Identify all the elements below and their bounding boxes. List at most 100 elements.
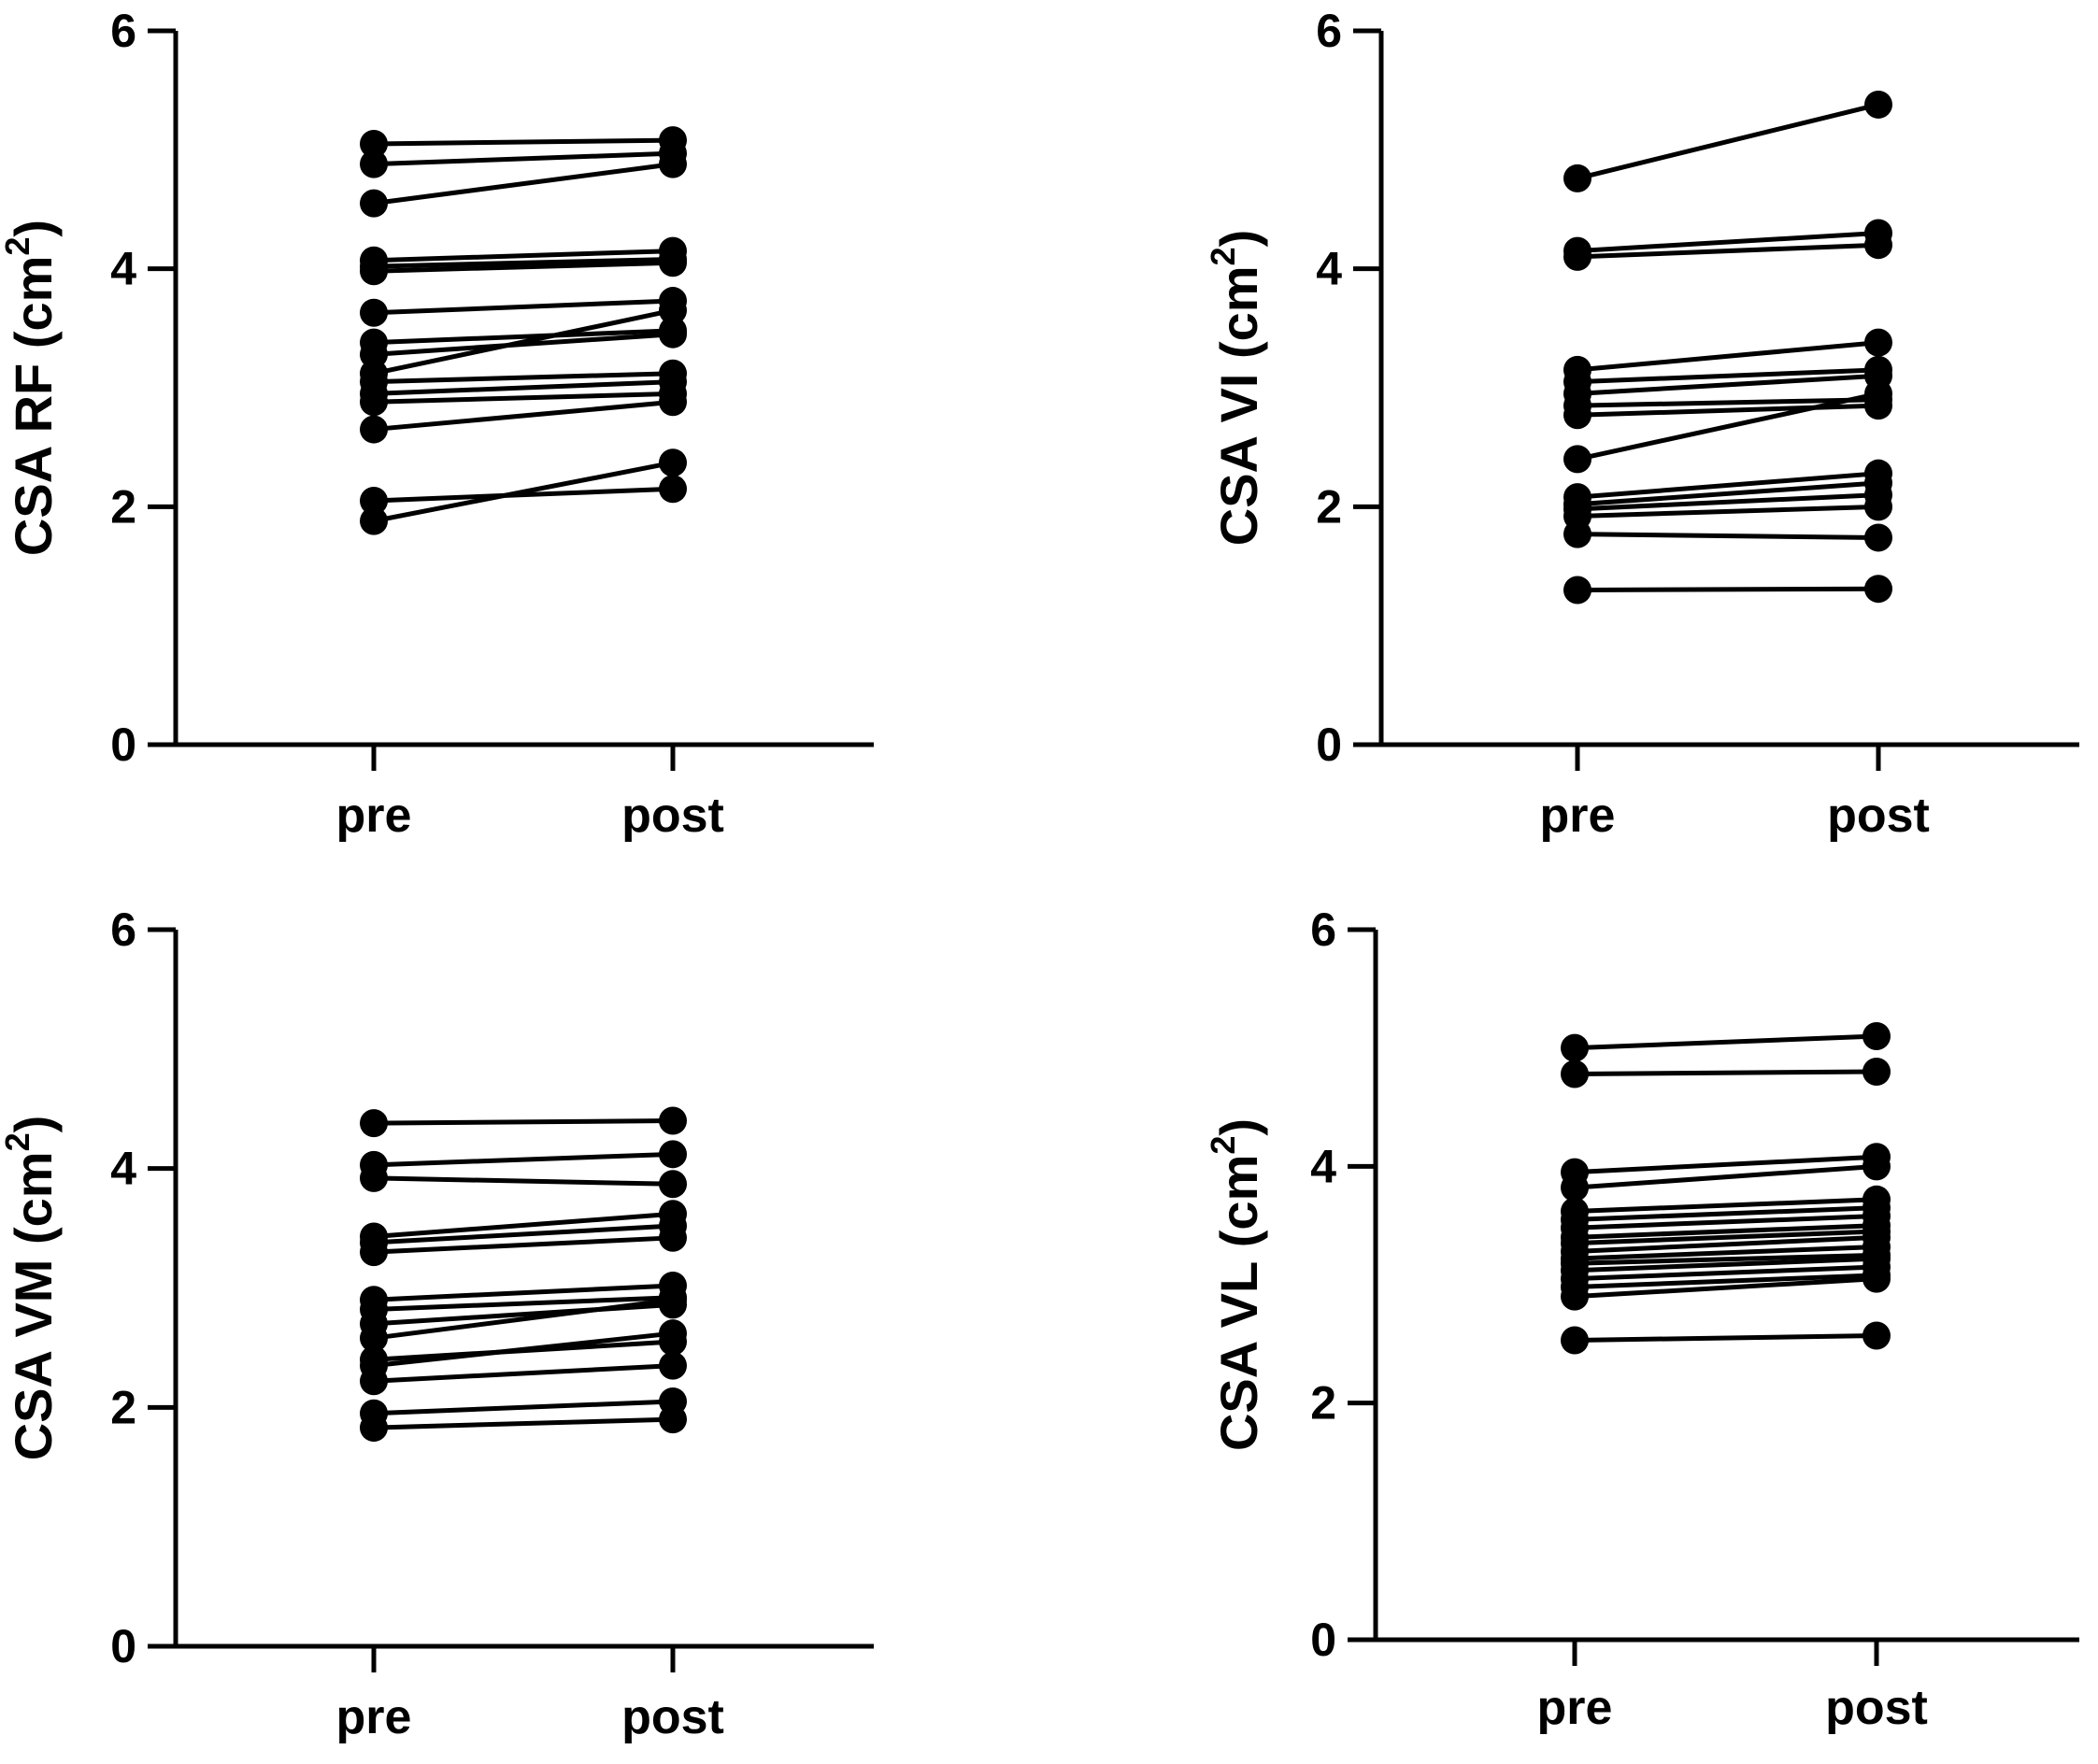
data-point-pre xyxy=(360,388,388,417)
data-point-post xyxy=(1863,1264,1891,1293)
series-line xyxy=(1574,1197,1877,1214)
series-line xyxy=(373,256,674,269)
series-line xyxy=(1577,586,1879,592)
series-line xyxy=(1574,1163,1877,1190)
x-category-label-pre: pre xyxy=(336,1690,412,1744)
data-point-post xyxy=(1864,231,1892,260)
x-category-label-pre: pre xyxy=(336,789,412,843)
series-line xyxy=(1574,1276,1877,1300)
y-tick-label: 2 xyxy=(110,1381,136,1433)
series-vi-1 xyxy=(1563,90,1892,192)
data-point-post xyxy=(659,388,687,417)
series-line xyxy=(1577,532,1879,540)
y-tick-label: 0 xyxy=(1310,1614,1336,1666)
series-line xyxy=(373,137,674,147)
x-category-label-pre: pre xyxy=(1540,789,1616,843)
series-rf-7 xyxy=(360,287,687,327)
series-line xyxy=(1574,1244,1877,1261)
data-point-post xyxy=(659,1286,687,1315)
x-category-label-post: post xyxy=(621,789,724,843)
y-tick-label: 6 xyxy=(1310,903,1336,956)
y-tick-label: 2 xyxy=(110,480,136,533)
series-line xyxy=(373,1399,674,1416)
series-line xyxy=(373,1118,674,1126)
data-point-pre xyxy=(1563,519,1591,548)
series-line xyxy=(1577,397,1879,408)
series-line xyxy=(373,307,674,377)
series-line xyxy=(1574,1223,1877,1240)
y-axis-title-superscript: 2 xyxy=(0,237,36,256)
y-axis-title-main: CSA VI (cm xyxy=(1209,265,1268,546)
series-vm-10 xyxy=(360,1286,687,1353)
series-rf-6 xyxy=(360,249,687,286)
series-vm-2 xyxy=(360,1140,687,1179)
series-vi-15 xyxy=(1563,575,1892,605)
series-line xyxy=(373,399,674,433)
data-point-pre xyxy=(360,149,388,178)
data-point-post xyxy=(659,475,687,504)
data-point-post xyxy=(659,1223,687,1252)
series-line xyxy=(1577,480,1879,507)
data-point-pre xyxy=(1563,164,1591,192)
y-axis-title-superscript: 2 xyxy=(1204,1136,1242,1155)
data-point-post xyxy=(1864,379,1892,408)
data-point-pre xyxy=(360,257,388,286)
series-rf-15 xyxy=(360,475,687,515)
data-point-post xyxy=(659,1106,687,1135)
data-point-post xyxy=(1863,1058,1891,1086)
data-point-post xyxy=(1864,575,1892,604)
data-point-post xyxy=(659,1405,687,1434)
data-point-pre xyxy=(1561,1033,1589,1062)
series-rf-14 xyxy=(360,388,687,444)
series-vi-14 xyxy=(1563,519,1892,552)
y-axis-title-superscript: 2 xyxy=(1204,247,1242,265)
series-vi-2 xyxy=(1563,219,1892,265)
series-vl-16 xyxy=(1561,1264,1891,1311)
data-point-post xyxy=(1864,492,1892,521)
series-line xyxy=(1577,492,1879,512)
series-line xyxy=(373,391,674,405)
y-axis-title-main: CSA VL (cm xyxy=(1209,1155,1268,1451)
data-point-pre xyxy=(1563,401,1591,430)
data-point-pre xyxy=(360,415,388,444)
series-line xyxy=(1577,391,1879,462)
y-tick-label: 4 xyxy=(1310,1140,1336,1192)
series-line xyxy=(373,1295,674,1313)
data-point-post xyxy=(659,1170,687,1199)
data-point-pre xyxy=(360,129,388,158)
series-line xyxy=(373,150,674,167)
series-line xyxy=(373,1235,674,1255)
series-line xyxy=(1574,1154,1877,1175)
series-vl-2 xyxy=(1561,1058,1891,1088)
series-line xyxy=(1574,1252,1877,1266)
series-vl-3 xyxy=(1561,1143,1891,1187)
series-line xyxy=(373,1223,674,1245)
y-tick-label: 2 xyxy=(1316,480,1342,533)
data-point-post xyxy=(1863,1152,1891,1181)
series-line xyxy=(1574,1214,1877,1231)
series-rf-16 xyxy=(360,448,687,535)
series-line xyxy=(1574,1033,1877,1051)
y-tick-label: 0 xyxy=(110,718,136,771)
y-axis-title-close: ) xyxy=(1209,230,1268,248)
series-vm-12 xyxy=(360,1319,687,1380)
y-axis-title-close: ) xyxy=(4,1116,63,1133)
series-line xyxy=(1574,1234,1877,1255)
series-line xyxy=(373,260,674,274)
y-axis-title-close: ) xyxy=(1209,1118,1268,1136)
x-category-label-pre: pre xyxy=(1537,1681,1613,1735)
data-point-pre xyxy=(1561,1060,1589,1088)
data-point-pre xyxy=(1563,242,1591,271)
series-vi-3 xyxy=(1563,231,1892,271)
series-line xyxy=(1577,340,1879,373)
x-category-label-post: post xyxy=(1827,789,1930,843)
series-line xyxy=(373,379,674,396)
series-line xyxy=(373,1175,674,1187)
data-point-post xyxy=(659,296,687,325)
series-line xyxy=(373,1297,674,1341)
y-axis-title-close: ) xyxy=(4,220,63,237)
data-point-post xyxy=(659,1351,687,1380)
